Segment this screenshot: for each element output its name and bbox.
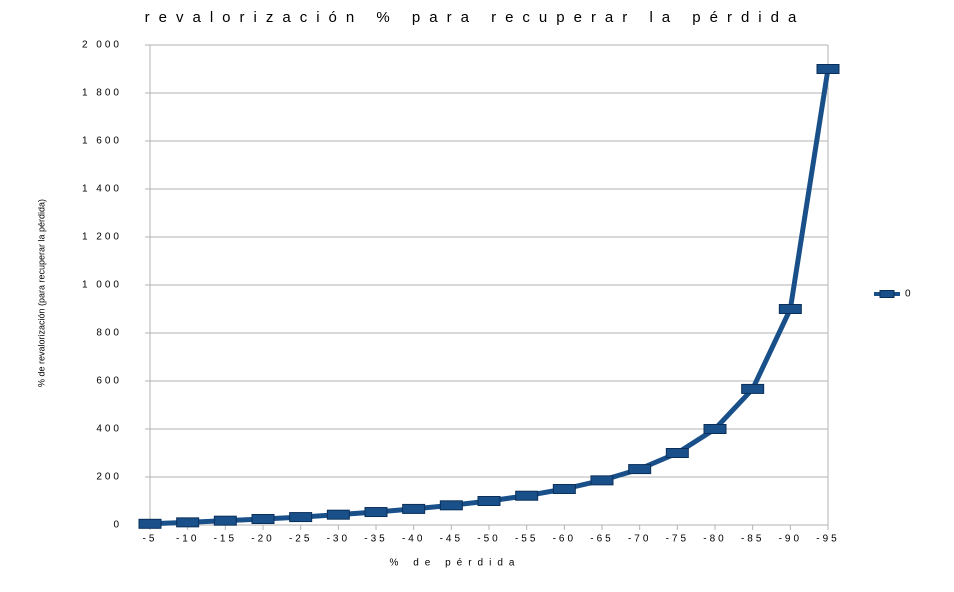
point-marker: [326, 509, 350, 520]
x-axis-title: % de pérdida: [390, 558, 521, 569]
point-marker: [816, 64, 840, 74]
point-marker: [251, 514, 275, 524]
y-tick-label: 1 200: [82, 232, 122, 243]
point-marker: [477, 496, 501, 506]
legend-label: 0: [905, 289, 911, 300]
point-marker: [590, 475, 614, 486]
y-tick-label: 1 800: [82, 88, 122, 99]
y-tick-label: 2 000: [82, 40, 122, 51]
y-axis-title: % de revalorización (para recuperar la p…: [36, 199, 46, 387]
point-marker: [703, 424, 727, 434]
x-tick-label: -70: [628, 534, 651, 545]
y-tick-label: 800: [96, 328, 122, 339]
point-marker: [778, 304, 802, 314]
x-tick-label: -45: [440, 534, 463, 545]
point-marker: [515, 490, 539, 501]
x-tick-label: -5: [143, 534, 158, 545]
x-tick-label: -95: [816, 534, 839, 545]
point-marker: [665, 448, 689, 458]
x-tick-label: -35: [364, 534, 387, 545]
point-marker: [364, 507, 388, 518]
y-tick-label: 1 000: [82, 280, 122, 291]
point-marker: [439, 500, 463, 511]
x-tick-label: -20: [251, 534, 274, 545]
point-marker: [138, 518, 162, 529]
y-tick-label: 600: [96, 376, 122, 387]
x-tick-label: -75: [666, 534, 689, 545]
x-tick-label: -25: [289, 534, 312, 545]
x-tick-label: -40: [402, 534, 425, 545]
y-tick-label: 1 600: [82, 136, 122, 147]
point-marker: [741, 383, 765, 394]
point-marker: [402, 503, 426, 514]
x-tick-label: -55: [515, 534, 538, 545]
x-tick-label: -90: [779, 534, 802, 545]
point-marker: [176, 517, 200, 528]
chart-title: revalorización % para recuperar la pérdi…: [145, 9, 806, 26]
y-tick-label: 0: [113, 520, 122, 531]
legend-marker: [879, 290, 895, 298]
y-tick-label: 200: [96, 472, 122, 483]
x-tick-label: -30: [327, 534, 350, 545]
x-tick-label: -65: [590, 534, 613, 545]
series-line: [149, 68, 831, 527]
x-tick-label: -10: [176, 534, 199, 545]
point-marker: [628, 464, 652, 475]
x-tick-label: -60: [553, 534, 576, 545]
x-tick-label: -80: [703, 534, 726, 545]
x-tick-label: -15: [214, 534, 237, 545]
point-marker: [552, 484, 576, 494]
x-tick-label: -85: [741, 534, 764, 545]
y-tick-label: 1 400: [82, 184, 122, 195]
point-marker: [289, 512, 313, 523]
y-tick-label: 400: [96, 424, 122, 435]
point-marker: [213, 515, 237, 526]
x-tick-label: -50: [477, 534, 500, 545]
